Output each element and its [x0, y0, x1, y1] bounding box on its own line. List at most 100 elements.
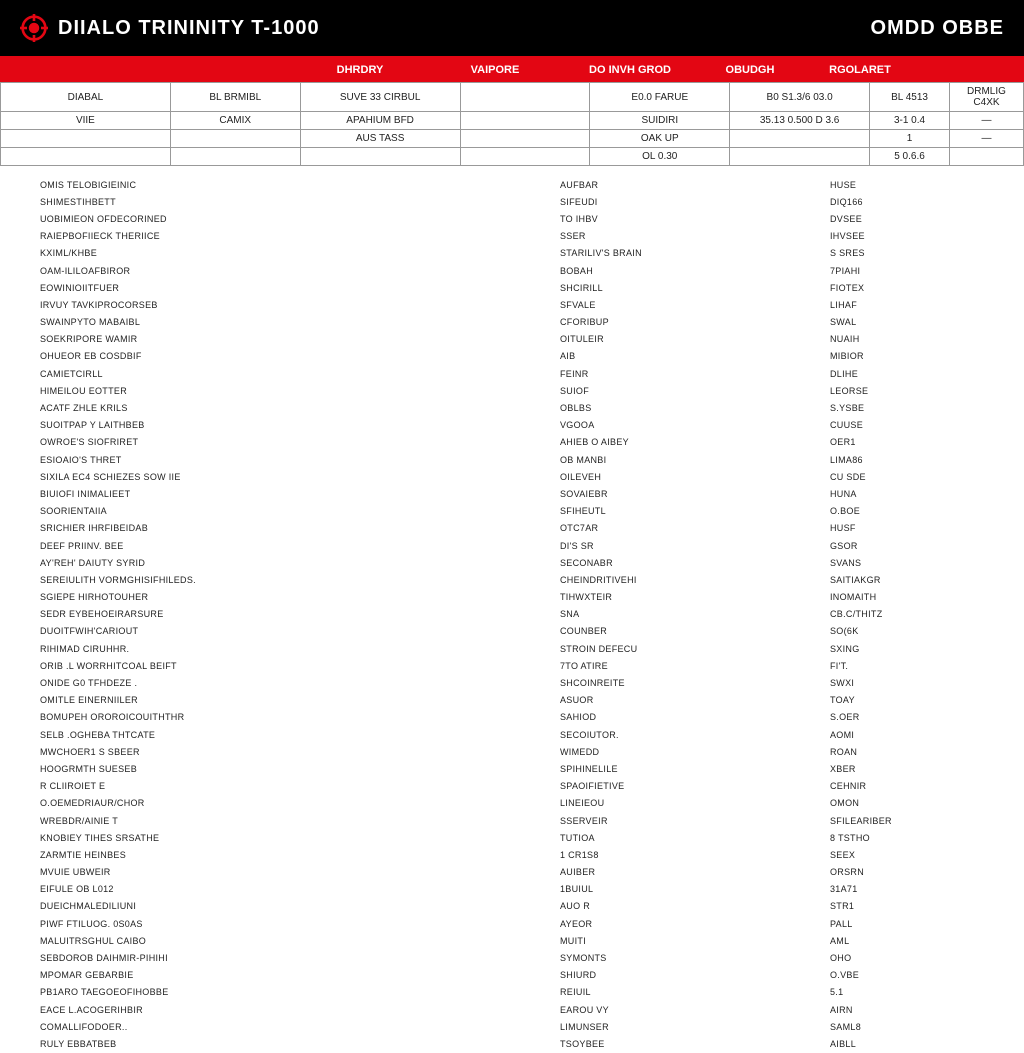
summary-cell: E0.0 FARUE — [590, 83, 730, 112]
list-item-middle: VGOOA — [560, 420, 830, 430]
list-item-right: O.BOE — [830, 506, 980, 516]
list-item-middle: EAROU VY — [560, 1005, 830, 1015]
list-item[interactable]: AY'REH' DAIUTY SYRIDSECONABRSVANS — [40, 554, 984, 571]
list-item[interactable]: O.OEMEDRIAUR/CHORLINEIEOUOMON — [40, 795, 984, 812]
list-item[interactable]: CAMIETCIRLLFEINRDLIHE — [40, 365, 984, 382]
list-item-middle: OBLBS — [560, 403, 830, 413]
list-item[interactable]: RULY EBBATBEBTSOYBEEAIBLL — [40, 1035, 984, 1052]
list-item[interactable]: RAIEPBOFIIECK THERIICESSERIHVSEE — [40, 228, 984, 245]
list-item[interactable]: ONIDE G0 TFHDEZE .SHCOINREITESWXI — [40, 674, 984, 691]
list-item-middle: SFVALE — [560, 300, 830, 310]
list-item-middle: SOVAIEBR — [560, 489, 830, 499]
list-item[interactable]: EIFULE OB L0121BUIUL31A71 — [40, 881, 984, 898]
list-item[interactable]: OMITLE EINERNIILERASUORTOAY — [40, 692, 984, 709]
column-header[interactable]: DHRDRY — [300, 58, 420, 82]
list-item-name: MWCHOER1 S SBEER — [40, 747, 560, 757]
list-item[interactable]: R CLIIROIET ESPAOIFIETIVECEHNIR — [40, 778, 984, 795]
list-item-middle: AYEOR — [560, 919, 830, 929]
list-item[interactable]: DUOITFWIH'CARIOUTCOUNBERSO(6K — [40, 623, 984, 640]
list-item[interactable]: SOORIENTAIIASFIHEUTLO.BOE — [40, 503, 984, 520]
list-item[interactable]: SGIEPE HIRHOTOUHERTIHWXTEIRINOMAITH — [40, 589, 984, 606]
list-item-right: 7PIAHI — [830, 266, 980, 276]
list-item[interactable]: SEDR EYBEHOEIRARSURESNACB.C/THITZ — [40, 606, 984, 623]
list-item-right: CEHNIR — [830, 781, 980, 791]
list-item-middle: WIMEDD — [560, 747, 830, 757]
list-item-name: ACATF ZHLE KRILS — [40, 403, 560, 413]
list-item[interactable]: SHIMESTIHBETTSIFEUDIDIQ166 — [40, 193, 984, 210]
list-item[interactable]: SUOITPAP Y LAITHBEBVGOOACUUSE — [40, 417, 984, 434]
list-item-right: CUUSE — [830, 420, 980, 430]
summary-cell: CAMIX — [170, 112, 300, 130]
list-item[interactable]: ORIB .L WORRHITCOAL BEIFT7TO ATIREFI'T. — [40, 657, 984, 674]
list-item-right: HUSE — [830, 180, 980, 190]
list-item[interactable]: WREBDR/AINIE TSSERVEIRSFILEARIBER — [40, 812, 984, 829]
list-item-middle: SECONABR — [560, 558, 830, 568]
list-item[interactable]: OHUEOR EB COSDBIFAIBMIBIOR — [40, 348, 984, 365]
list-item[interactable]: ESIOAIO'S THRETOB MANBILIMA86 — [40, 451, 984, 468]
list-item[interactable]: SELB .OGHEBA THTCATESECOIUTOR.AOMI — [40, 726, 984, 743]
list-item-name: AY'REH' DAIUTY SYRID — [40, 558, 560, 568]
list-item[interactable]: HIMEILOU EOTTERSUIOFLEORSE — [40, 382, 984, 399]
list-item[interactable]: MALUITRSGHUL CAIBOMUITIAML — [40, 932, 984, 949]
summary-cell — [1, 130, 171, 148]
list-item[interactable]: SRICHIER IHRFIBEIDABOTC7ARHUSF — [40, 520, 984, 537]
list-item[interactable]: MPOMAR GEBARBIESHIURDO.VBE — [40, 967, 984, 984]
list-item[interactable]: PIWF FTILUOG. 0S0ASAYEORPALL — [40, 915, 984, 932]
list-item-middle: TUTIOA — [560, 833, 830, 843]
list-item[interactable]: MWCHOER1 S SBEERWIMEDDROAN — [40, 743, 984, 760]
list-item-name: ONIDE G0 TFHDEZE . — [40, 678, 560, 688]
list-item[interactable]: RIHIMAD CIRUHHR.STROIN DEFECUSXING — [40, 640, 984, 657]
column-header[interactable]: OBUDGH — [690, 58, 810, 82]
list-item[interactable]: ZARMTIE HEINBES1 CR1S8SEEX — [40, 846, 984, 863]
list-item-middle: SSER — [560, 231, 830, 241]
column-header[interactable]: VAIPORE — [420, 58, 570, 82]
list-item[interactable]: OAM-ILILOAFBIRORBOBAH7PIAHI — [40, 262, 984, 279]
list-item[interactable]: EOWINIOIITFUERSHCIRILLFIOTEX — [40, 279, 984, 296]
summary-cell — [1, 148, 171, 166]
list-item-name: SEREIULITH VORMGHISIFHILEDS. — [40, 575, 560, 585]
list-item-middle: FEINR — [560, 369, 830, 379]
list-item-name: EACE L.ACOGERIHBIR — [40, 1005, 560, 1015]
list-item[interactable]: OMIS TELOBIGIEINICAUFBARHUSE — [40, 176, 984, 193]
list-item[interactable]: UOBIMIEON OFDECORINEDTO IHBVDVSEE — [40, 210, 984, 227]
list-item-name: DUOITFWIH'CARIOUT — [40, 626, 560, 636]
list-item[interactable]: COMALLIFODOER..LIMUNSERSAML8 — [40, 1018, 984, 1035]
summary-row: AUS TASSOAK UP1— — [1, 130, 1024, 148]
column-header[interactable]: RGOLARET — [810, 58, 910, 82]
summary-cell — [730, 148, 870, 166]
list-item[interactable]: KNOBIEY TIHES SRSATHETUTIOA8 TSTHO — [40, 829, 984, 846]
list-item[interactable]: SIXILA EC4 SCHIEZES SOW IIEOILEVEHCU SDE — [40, 468, 984, 485]
list-item[interactable]: EACE L.ACOGERIHBIREAROU VYAIRN — [40, 1001, 984, 1018]
list-item-right: SO(6K — [830, 626, 980, 636]
list-item[interactable]: OWROE'S SIOFRIRETAHIEB O AIBEYOER1 — [40, 434, 984, 451]
list-item-middle: SHCOINREITE — [560, 678, 830, 688]
list-item[interactable]: SOEKRIPORE WAMIROITULEIRNUAIH — [40, 331, 984, 348]
list-item-name: EOWINIOIITFUER — [40, 283, 560, 293]
list-item[interactable]: KXIML/KHBESTARILIV'S BRAINS SRES — [40, 245, 984, 262]
list-item-middle: AIB — [560, 351, 830, 361]
list-item[interactable]: DUEICHMALEDILIUNIAUO RSTR1 — [40, 898, 984, 915]
summary-cell: AUS TASS — [300, 130, 460, 148]
list-item-middle: CFORIBUP — [560, 317, 830, 327]
column-header[interactable] — [0, 58, 300, 82]
list-item-middle: MUITI — [560, 936, 830, 946]
list-item-right: SVANS — [830, 558, 980, 568]
list-item[interactable]: SEBDOROB DAIHMIR-PIHIHISYMONTSOHO — [40, 949, 984, 966]
list-item-middle: 1BUIUL — [560, 884, 830, 894]
list-item-middle: SAHIOD — [560, 712, 830, 722]
list-item[interactable]: BIUIOFI INIMALIEETSOVAIEBRHUNA — [40, 485, 984, 502]
list-item[interactable]: PB1ARO TAEGOEOFIHOBBEREIUIL5.1 — [40, 984, 984, 1001]
list-item[interactable]: ACATF ZHLE KRILSOBLBSS.YSBE — [40, 399, 984, 416]
list-item[interactable]: SEREIULITH VORMGHISIFHILEDS.CHEINDRITIVE… — [40, 571, 984, 588]
list-item[interactable]: BOMUPEH OROROICOUITHTHRSAHIODS.OER — [40, 709, 984, 726]
list-item-name: O.OEMEDRIAUR/CHOR — [40, 798, 560, 808]
list-item-name: SHIMESTIHBETT — [40, 197, 560, 207]
column-header[interactable]: DO INVH GROD — [570, 58, 690, 82]
list-item[interactable]: IRVUY TAVKIPROCORSEBSFVALELIHAF — [40, 296, 984, 313]
list-item[interactable]: SWAINPYTO MABAIBLCFORIBUPSWAL — [40, 314, 984, 331]
list-item[interactable]: HOOGRMTH SUESEBSPIHINELILEXBER — [40, 760, 984, 777]
list-item-name: OMIS TELOBIGIEINIC — [40, 180, 560, 190]
list-item-name: CAMIETCIRLL — [40, 369, 560, 379]
list-item[interactable]: DEEF PRIINV. BEEDI'S SRGSOR — [40, 537, 984, 554]
list-item[interactable]: MVUIE UBWEIRAUIBERORSRN — [40, 864, 984, 881]
